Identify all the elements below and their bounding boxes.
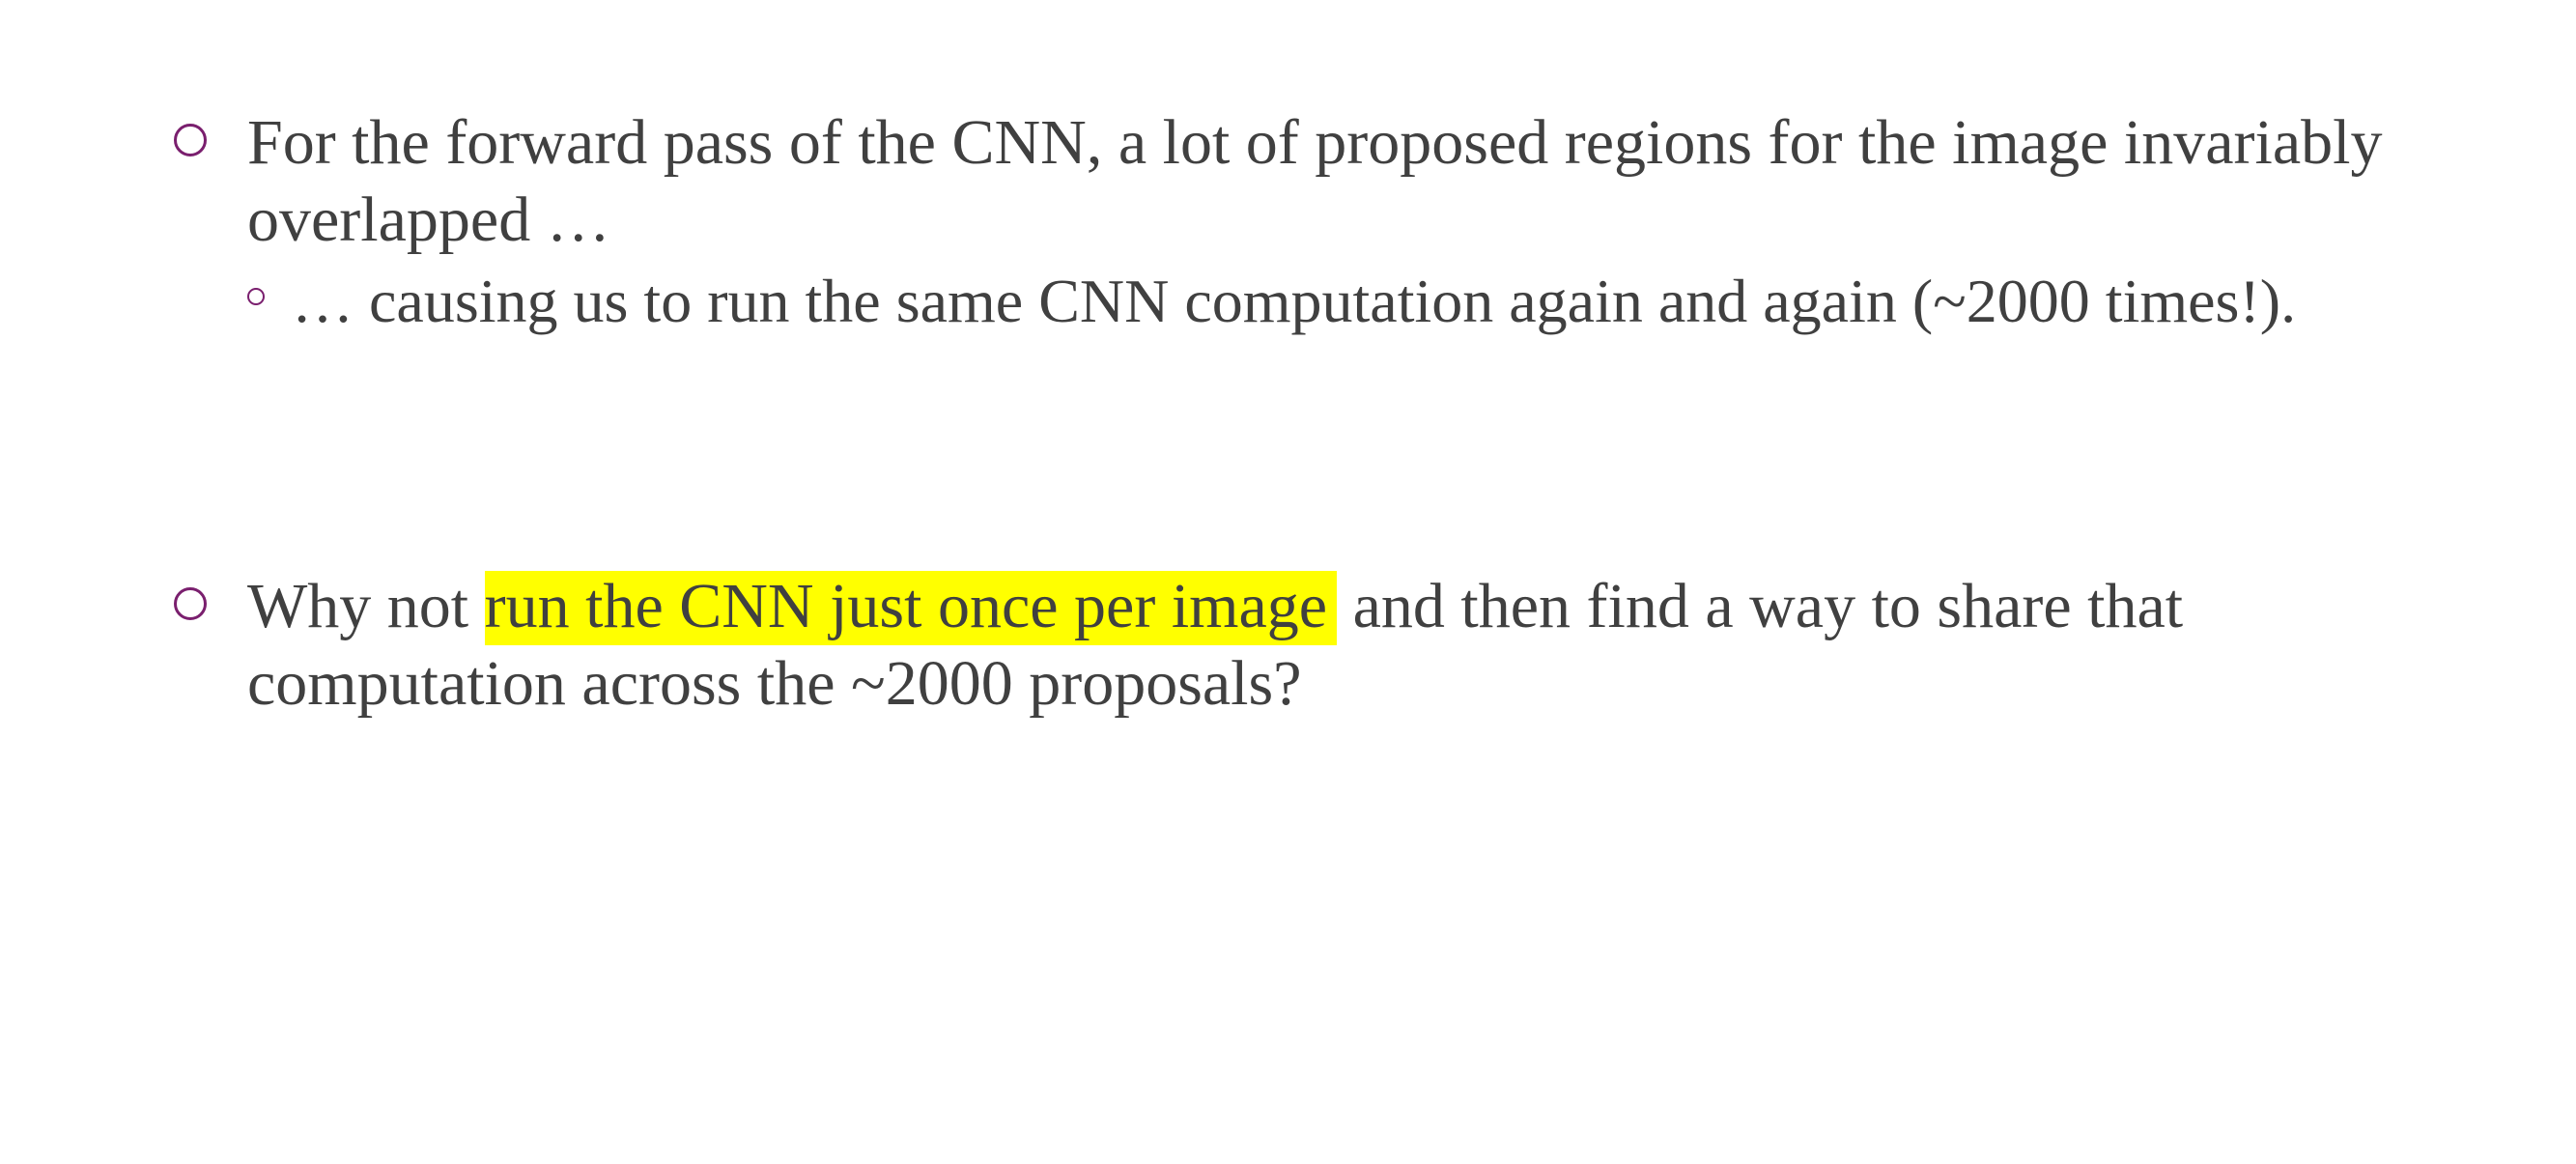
bullet-text-post: and then find a way to share that comput…: [247, 571, 2184, 719]
hollow-circle-bullet-icon: [174, 124, 207, 156]
bullet-text: For the forward pass of the CNN, a lot o…: [247, 107, 2383, 255]
hollow-circle-bullet-icon: [174, 587, 207, 620]
sub-bullet-item-1: … causing us to run the same CNN computa…: [247, 267, 2434, 336]
bullet-list-2: Why not run the CNN just once per image …: [174, 568, 2434, 723]
small-hollow-circle-bullet-icon: [247, 288, 265, 305]
bullet-list-1: For the forward pass of the CNN, a lot o…: [174, 104, 2434, 336]
sub-bullet-text: … causing us to run the same CNN computa…: [292, 267, 2297, 335]
highlighted-phrase: run the CNN just once per image: [484, 571, 1338, 645]
bullet-item-1: For the forward pass of the CNN, a lot o…: [174, 104, 2434, 259]
bullet-text-pre: Why not: [247, 571, 485, 641]
bullet-item-2: Why not run the CNN just once per image …: [174, 568, 2434, 723]
